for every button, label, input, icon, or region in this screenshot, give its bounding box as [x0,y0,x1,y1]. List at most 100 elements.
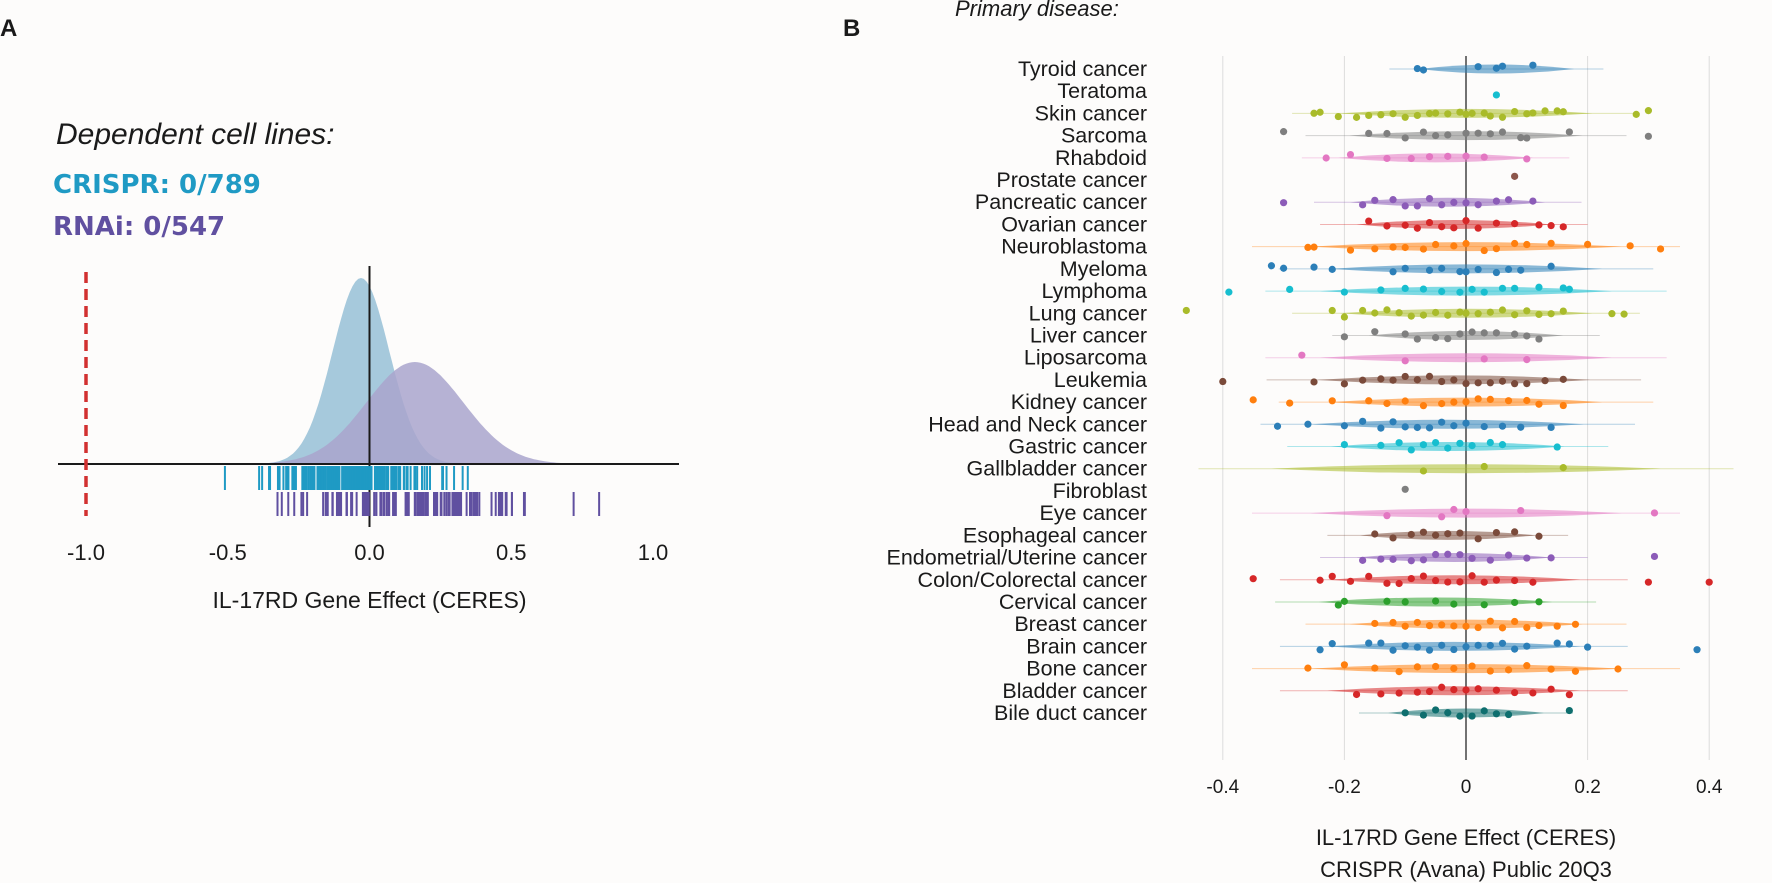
data-point [1456,551,1464,559]
data-point [1450,376,1458,384]
x-tick-label: 0 [1461,777,1472,798]
data-point [1504,710,1513,719]
data-point [1267,262,1276,270]
data-point [1474,535,1482,543]
data-point [1395,689,1403,697]
data-point [1401,372,1409,381]
data-point [1523,380,1531,388]
x-tick-label: -0.4 [1206,777,1239,798]
category-label: Sarcoma [1061,124,1147,148]
data-point [1480,707,1488,715]
data-point [1340,288,1348,296]
data-point [1559,464,1567,472]
data-point [1559,223,1567,231]
data-point [1486,438,1494,447]
data-point [1517,506,1525,515]
data-point [1523,623,1531,632]
data-point [1559,375,1567,383]
data-point [1492,197,1500,205]
category-label: Head and Neck cancer [928,412,1147,436]
data-point [1432,597,1440,605]
data-point [1444,578,1452,586]
data-point [1304,243,1312,252]
data-point [1280,264,1288,272]
data-point [1511,380,1519,388]
data-point [1401,485,1409,493]
category-label: Colon/Colorectal cancer [918,568,1147,592]
data-point [1523,240,1531,249]
data-point [1468,572,1476,580]
dependent-cell-lines-title: Dependent cell lines: [56,118,335,151]
data-point [1547,262,1555,270]
data-point [1377,375,1385,383]
data-point [1438,621,1446,629]
data-point [1468,328,1476,336]
data-point [1462,129,1470,137]
data-point [1425,153,1434,161]
data-point [1498,284,1507,292]
data-point [1462,419,1470,427]
data-point [1438,223,1446,231]
data-point [1498,113,1507,121]
data-point [1377,111,1385,119]
data-point [1413,663,1421,671]
data-point [1511,220,1519,228]
data-point [1511,617,1519,626]
violin-22 [1356,553,1552,563]
data-point [1547,423,1555,432]
category-label: Breast cancer [1014,612,1147,636]
category-label: Ovarian cancer [1001,212,1147,236]
data-point [1517,134,1525,142]
data-point [1547,239,1555,247]
category-label: Leukemia [1054,368,1147,392]
data-point [1480,578,1488,586]
category-label: Tyroid cancer [1018,57,1147,81]
data-point [1444,131,1452,139]
data-point [1316,576,1324,584]
data-point [1523,134,1531,142]
data-point [1438,683,1446,691]
x-tick-label: -0.5 [209,540,247,565]
data-point [1419,467,1428,475]
data-point [1565,691,1573,699]
data-point [1462,110,1470,118]
category-label: Liposarcoma [1024,346,1147,370]
data-point [1340,661,1348,669]
category-label: Skin cancer [1035,101,1147,125]
data-point [1571,620,1580,628]
data-point [1523,554,1531,562]
data-point [1553,107,1561,115]
data-point [1450,686,1458,694]
data-point [1359,417,1367,425]
data-point [1535,310,1543,318]
data-point [1547,310,1555,318]
data-point [1644,578,1652,586]
data-point [1425,194,1434,203]
crispr-count-label: CRISPR: 0/789 [53,170,261,200]
data-point [1310,378,1318,386]
data-point [1444,152,1452,160]
data-point [1371,619,1379,628]
data-point [1559,108,1567,116]
x-tick-label: -0.2 [1328,777,1361,798]
data-point [1511,688,1519,697]
data-point [1377,286,1385,294]
data-point [1413,688,1421,696]
data-point [1401,357,1409,365]
data-point [1432,109,1440,117]
data-point [1438,641,1446,649]
data-point [1498,441,1507,449]
data-point [1504,265,1513,273]
data-point [1559,284,1567,292]
category-label: Lung cancer [1029,301,1147,325]
data-point [1401,330,1409,338]
data-point [1389,555,1397,563]
category-label: Endometrial/Uterine cancer [886,546,1147,570]
data-point [1365,572,1373,581]
data-point [1444,311,1452,319]
data-point [1413,111,1421,120]
data-point [1511,330,1519,338]
category-label: Pancreatic cancer [975,190,1147,214]
data-point [1432,662,1440,671]
data-point [1462,152,1470,160]
